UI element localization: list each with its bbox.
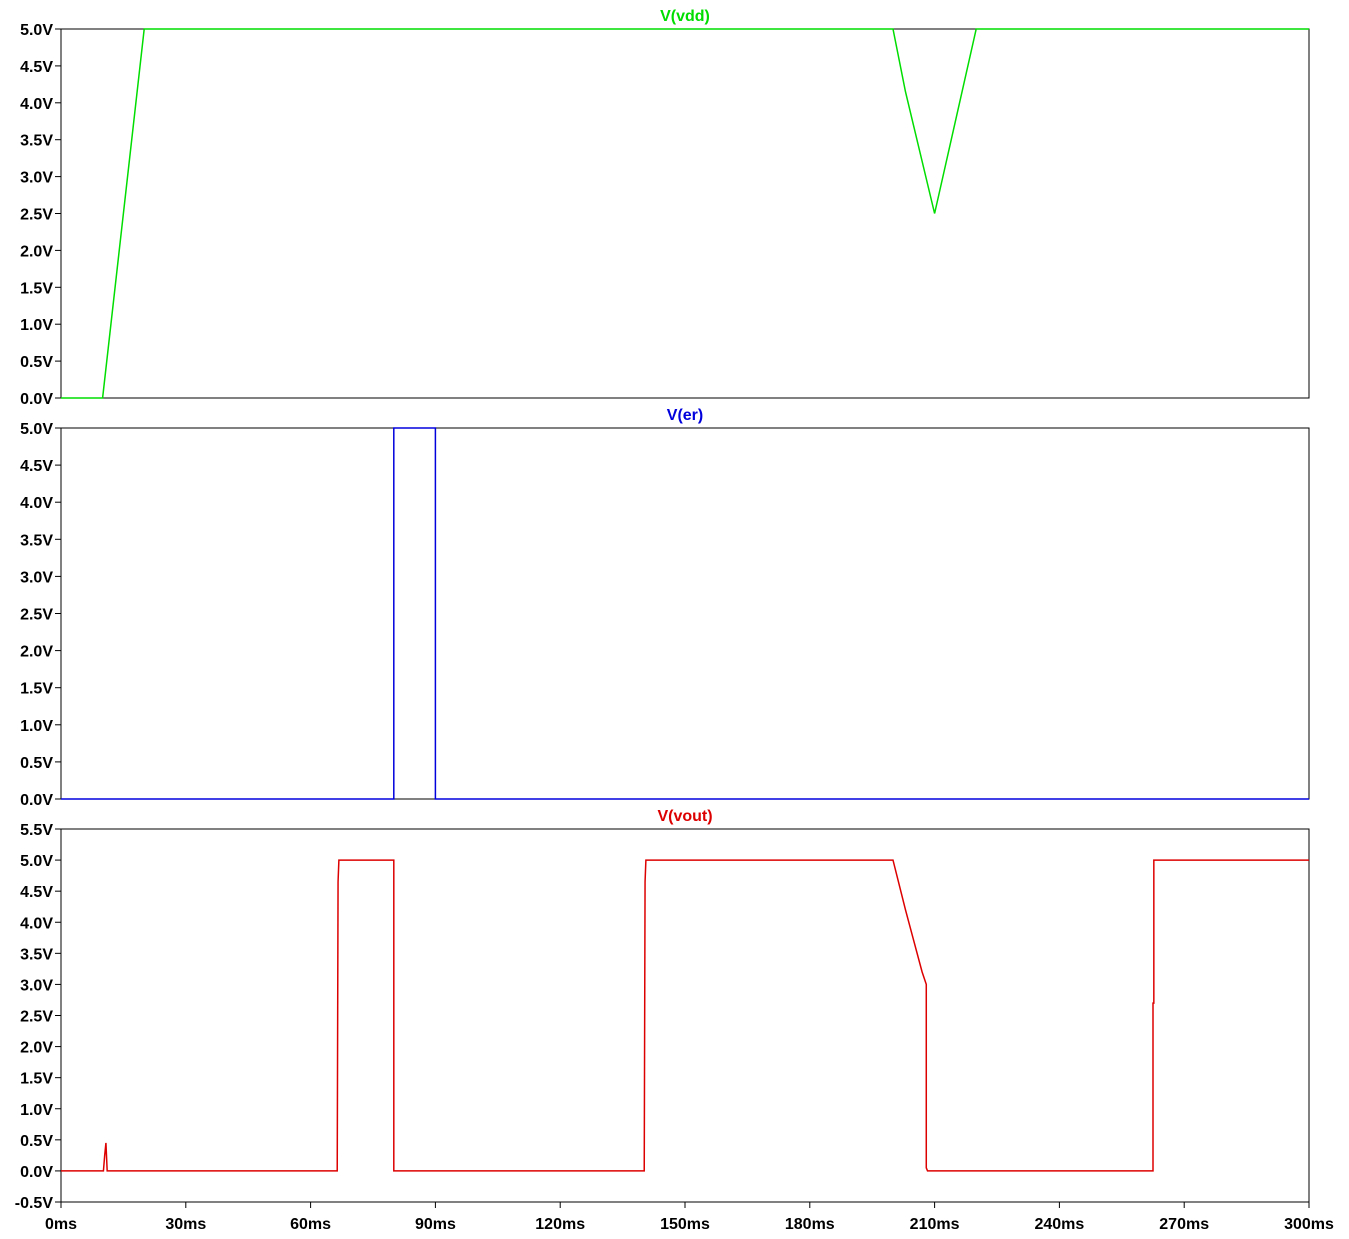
y-tick-label: 5.0V [20,421,53,438]
x-tick-label: 90ms [415,1216,456,1233]
series-line [61,28,1309,399]
y-tick-label: 5.0V [20,22,53,39]
y-tick-label: 1.0V [20,317,53,334]
y-tick-label: 4.5V [20,884,53,901]
y-tick-label: 3.0V [20,170,53,187]
y-tick-label: 1.5V [20,1071,53,1088]
y-tick-label: 2.5V [20,607,53,624]
y-tick-label: 0.5V [20,755,53,772]
y-tick-label: 5.5V [20,822,53,839]
y-tick-label: 2.0V [20,243,53,260]
y-tick-label: 3.0V [20,977,53,994]
x-tick-label: 0ms [45,1216,77,1233]
plot-frame [60,828,1310,1203]
y-tick-label: 2.0V [20,1040,53,1057]
y-tick-label: 1.0V [20,1102,53,1119]
pane-er: V(er) 0.0V 0.5V 1.0V 1.5V 2.0V 2.5V 3.0V 3.5V 4.0… [20,407,1310,809]
y-tick-label: 1.0V [20,718,53,735]
y-tick-label: 4.0V [20,96,53,113]
y-tick-label: 3.5V [20,532,53,549]
y-tick-label: -0.5V [15,1195,54,1212]
x-tick-label: 120ms [535,1216,585,1233]
y-tick-label: 3.5V [20,946,53,963]
x-tick-label: 30ms [165,1216,206,1233]
y-tick-label: 0.5V [20,354,53,371]
y-tick-label: 5.0V [20,853,53,870]
x-tick-label: 300ms [1284,1216,1334,1233]
pane-title: V(vout) [657,808,712,825]
y-tick-label: 2.5V [20,207,53,224]
y-tick-label: 0.0V [20,1164,53,1181]
y-tick-label: 0.5V [20,1133,53,1150]
y-tick-label: 2.5V [20,1009,53,1026]
y-tick-label: 1.5V [20,681,53,698]
x-tick-label: 240ms [1034,1216,1084,1233]
series-line [61,859,1309,1172]
x-tick-label: 180ms [785,1216,835,1233]
x-tick-label: 270ms [1159,1216,1209,1233]
series-line [61,427,1309,800]
plot-frame [60,28,1310,399]
y-tick-label: 2.0V [20,644,53,661]
y-tick-label: 0.0V [20,391,53,408]
x-tick-label: 150ms [660,1216,710,1233]
x-tick-label: 210ms [910,1216,960,1233]
y-tick-label: 0.0V [20,792,53,809]
y-tick-label: 4.0V [20,915,53,932]
y-tick-label: 3.0V [20,569,53,586]
pane-title: V(er) [667,407,703,424]
y-tick-label: 4.5V [20,59,53,76]
x-tick-label: 60ms [290,1216,331,1233]
plot-frame [60,427,1310,800]
y-tick-label: 4.0V [20,495,53,512]
pane-vout: V(vout) -0.5V 0.0V 0.5V 1.0V 1.5V 2.0V 2.5V 3.0V… [15,808,1334,1233]
y-tick-label: 1.5V [20,280,53,297]
y-tick-label: 3.5V [20,133,53,150]
pane-title: V(vdd) [660,8,710,25]
pane-vdd: V(vdd) 0.0V 0.5V 1.0V 1.5V 2.0V 2.5V 3.0V 3.5V 4.… [20,8,1310,408]
y-tick-label: 4.5V [20,458,53,475]
